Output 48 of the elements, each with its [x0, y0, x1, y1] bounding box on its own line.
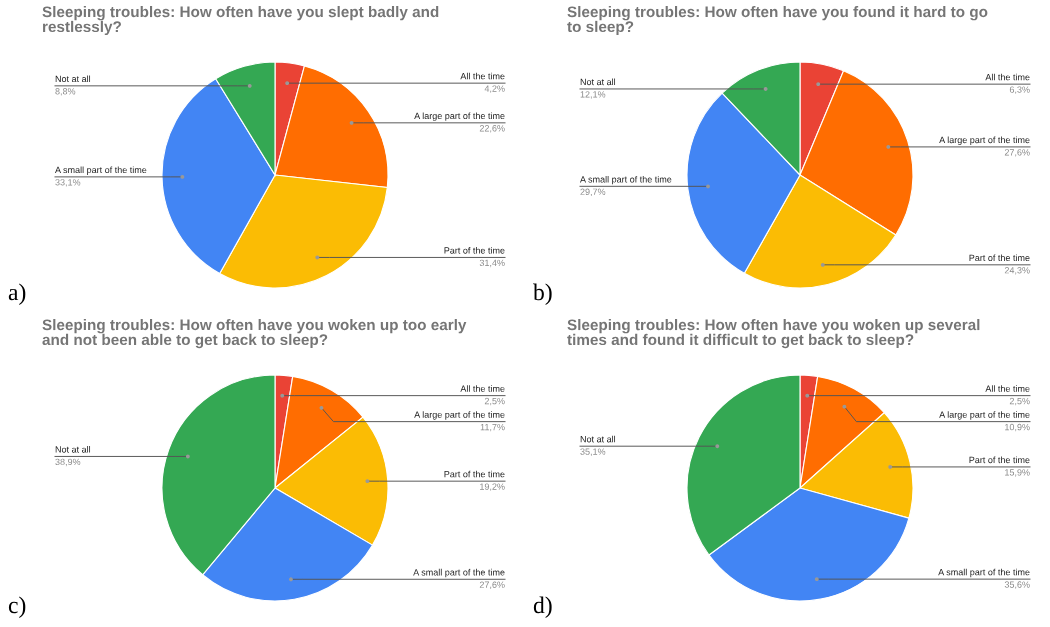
slice-label: Part of the time [444, 247, 505, 254]
slice-label: Not at all [580, 78, 616, 86]
data-label: 11,7% [480, 423, 505, 432]
slice-label: Part of the time [444, 470, 505, 478]
data-label: 35,6% [1004, 581, 1030, 589]
data-label: 2,5% [484, 397, 505, 406]
chart-title: Sleeping troubles: How often have you woken up several times and found it difficult to get back to sleep? [567, 319, 980, 349]
data-label: 19,2% [480, 483, 505, 491]
text: a) [8, 283, 26, 305]
slice-label: Part of the time [969, 456, 1030, 464]
data-label: 31,4% [479, 259, 505, 268]
data-label: 12,1% [580, 91, 606, 99]
slice-label: A small part of the time [580, 175, 672, 185]
data-label: 8,8% [55, 88, 76, 96]
slice-label: A large part of the time [939, 136, 1030, 145]
data-label: 33,1% [55, 179, 81, 187]
data-label: 6,3% [1009, 86, 1030, 94]
slice-label: A small part of the time [938, 568, 1030, 578]
slice-label: A small part of the time [55, 166, 147, 175]
text: d) [533, 596, 552, 618]
data-label: 29,7% [580, 188, 606, 197]
data-label: 24,3% [1004, 267, 1030, 275]
data-label: 2,5% [1009, 397, 1030, 406]
slice-label: All the time [460, 72, 505, 80]
slice-label: Not at all [55, 75, 91, 83]
chart-title: Sleeping troubles: How often have you woken up too early and not been able to get back to sleep? [42, 319, 467, 349]
slice-label: All the time [985, 73, 1030, 81]
data-label: 15,9% [1005, 469, 1030, 477]
chart-title: Sleeping troubles: How often have you found it hard to go to sleep? [567, 6, 988, 36]
data-label: 35,1% [580, 448, 606, 456]
slice-label: Not at all [580, 435, 616, 443]
data-label: 27,6% [479, 581, 505, 589]
slice-label: A large part of the time [414, 112, 505, 121]
slice-label: All the time [460, 385, 505, 392]
data-label: 22,6% [479, 125, 505, 133]
slice-label: A large part of the time [939, 411, 1030, 420]
data-label: 27,6% [1004, 149, 1030, 157]
slice-label: A small part of the time [413, 568, 505, 578]
chart-title: Sleeping troubles: How often have you slept badly and restlessly? [42, 6, 439, 36]
text: c) [8, 596, 26, 618]
data-label: 38,9% [55, 458, 81, 467]
data-label: 4,2% [484, 85, 505, 93]
slice-label: A large part of the time [414, 411, 505, 420]
text: b) [533, 283, 552, 305]
slice-label: All the time [985, 385, 1030, 392]
data-label: 10,9% [1005, 423, 1030, 432]
slice-label: Part of the time [969, 254, 1030, 262]
slice-label: Not at all [55, 446, 91, 453]
